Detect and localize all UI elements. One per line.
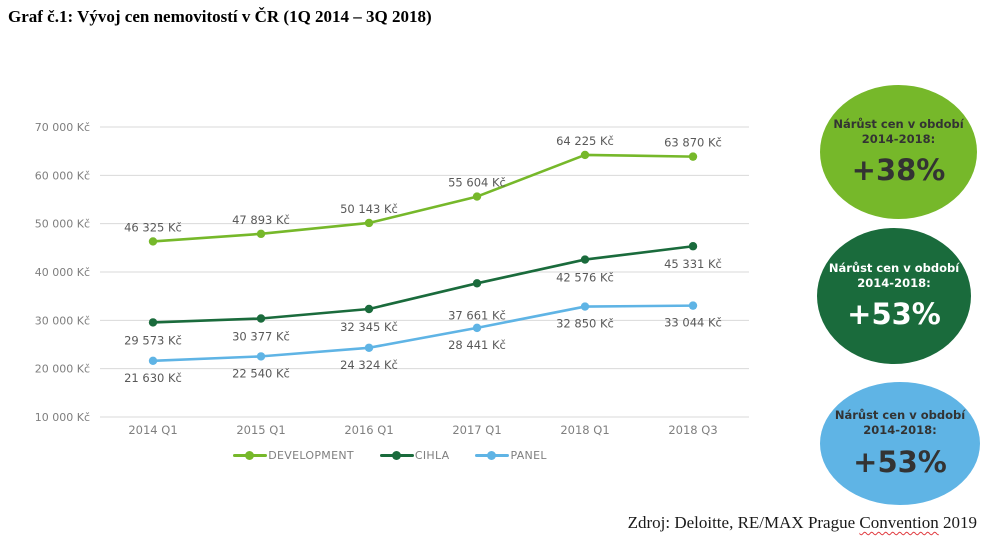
series-line-panel [151,304,695,363]
data-label: 32 850 Kč [556,317,614,331]
y-axis-tick-label: 50 000 Kč [35,218,90,231]
data-point-cihla [688,242,698,251]
x-axis-tick-label: 2016 Q1 [344,423,393,437]
data-label: 29 573 Kč [124,333,182,347]
data-point-cihla [364,304,374,314]
data-point-panel [364,343,374,352]
data-point-panel [256,352,266,361]
y-axis-tick-label: 70 000 Kč [35,121,90,134]
legend-item-development: DEVELOPMENT [233,448,354,462]
source-prefix: Zdroj: Deloitte, RE/MAX Prague [627,513,860,532]
data-point-development [256,229,266,239]
price-chart-container: 10 000 Kč 20 000 Kč 30 000 Kč 40 000 Kč 50 0… [0,85,780,475]
price-chart: 10 000 Kč 20 000 Kč 30 000 Kč 40 000 Kč 50 0… [35,121,749,437]
y-axis-tick-label: 20 000 Kč [35,363,90,376]
data-point-cihla [580,255,590,264]
x-axis-tick-label: 2018 Q3 [668,423,717,437]
data-label: 24 324 Kč [340,358,398,372]
development-legend-marker-icon [233,450,268,460]
data-label: 64 225 Kč [556,134,614,148]
data-label: 22 540 Kč [232,366,290,380]
data-point-panel [148,356,158,365]
y-axis-tick-label: 30 000 Kč [35,314,90,327]
data-point-cihla [256,314,266,323]
x-axis-tick-label: 2015 Q1 [236,423,285,437]
data-label: 46 325 Kč [124,220,182,234]
badge-caption-line1: Nárůst cen v období [828,260,960,275]
data-label: 33 044 Kč [664,316,722,330]
data-point-development [580,150,590,160]
data-point-development [688,152,698,161]
x-axis-tick-label: 2014 Q1 [128,423,177,437]
data-label: 47 893 Kč [232,213,290,227]
chart-title: Graf č.1: Vývoj cen nemovitostí v ČR (1Q… [8,7,432,26]
data-label: 55 604 Kč [448,176,506,190]
growth-badge-panel: Nárůst cen v období 2014-2018: +53% [820,382,980,505]
x-axis-tick-label: 2017 Q1 [452,423,501,437]
data-point-cihla [472,279,482,288]
series-line-development [151,153,695,243]
badge-caption-line1: Nárůst cen v období [833,116,964,131]
x-axis-tick-label: 2018 Q1 [560,423,609,437]
badge-caption-line2: 2014-2018: [861,131,936,146]
chart-legend: DEVELOPMENT CIHLA PANEL [0,448,780,462]
data-label: 50 143 Kč [340,202,398,216]
series-line-cihla [151,244,695,324]
source-misspelled-word: Convention [859,513,939,532]
data-label: 21 630 Kč [124,371,182,385]
y-axis-tick-label: 60 000 Kč [35,169,90,182]
badge-value: +53% [853,444,947,479]
y-axis-tick-label: 40 000 Kč [35,266,90,279]
data-label: 30 377 Kč [232,330,290,344]
cihla-legend-marker-icon [379,450,414,460]
growth-badge-cihla: Nárůst cen v období 2014-2018: +53% [817,228,971,364]
data-point-panel [580,302,590,311]
badge-caption-line2: 2014-2018: [863,423,937,437]
data-point-cihla [148,318,158,327]
badge-value: +53% [847,297,941,332]
data-point-development [364,218,374,228]
badge-caption-line1: Nárůst cen v období [834,408,966,423]
legend-item-cihla: CIHLA [379,448,450,462]
data-point-panel [472,323,482,333]
data-point-development [148,237,158,246]
panel-legend-dot-icon [487,450,497,460]
growth-badge-development: Nárůst cen v období 2014-2018: +38% [820,85,977,219]
source-suffix: 2019 [938,513,977,532]
data-label: 28 441 Kč [448,338,506,352]
data-label: 32 345 Kč [340,320,398,334]
cihla-legend-dot-icon [391,450,401,460]
data-point-development [472,192,482,201]
legend-label: CIHLA [414,448,450,462]
badge-value: +38% [851,153,946,188]
legend-label: DEVELOPMENT [268,448,354,462]
y-axis-tick-label: 10 000 Kč [35,411,90,424]
panel-legend-marker-icon [475,450,510,460]
legend-item-panel: PANEL [475,448,546,462]
source-note: Zdroj: Deloitte, RE/MAX Prague Conventio… [628,513,977,533]
data-point-panel [688,301,698,310]
data-label: 63 870 Kč [664,136,722,150]
data-label: 37 661 Kč [448,308,506,322]
badge-caption-line2: 2014-2018: [857,275,931,290]
legend-label: PANEL [510,448,547,462]
development-legend-dot-icon [245,450,255,460]
data-label: 45 331 Kč [664,257,722,271]
data-label: 42 576 Kč [556,271,614,285]
